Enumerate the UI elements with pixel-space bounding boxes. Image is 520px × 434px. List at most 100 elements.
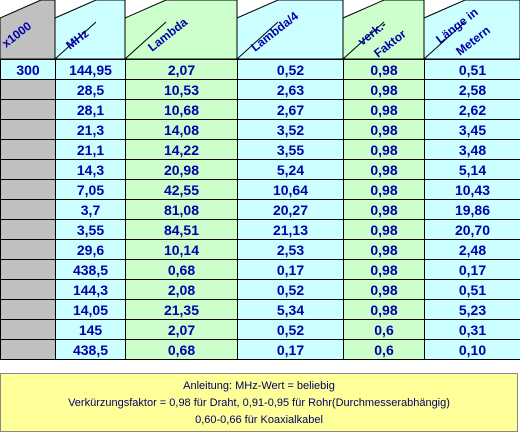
- lambda4-cell[interactable]: 3,55: [237, 139, 344, 160]
- lambda-cell[interactable]: 14,08: [125, 119, 238, 140]
- verk-faktor-cell[interactable]: 0,98: [343, 99, 425, 120]
- mhz-cell[interactable]: 28,5: [55, 79, 126, 100]
- lambda-cell[interactable]: 84,51: [125, 219, 238, 240]
- lambda-cell[interactable]: 14,22: [125, 139, 238, 160]
- laenge-cell[interactable]: 0,31: [424, 319, 520, 340]
- lambda4-cell[interactable]: 0,17: [237, 339, 344, 360]
- mhz-cell[interactable]: 29,6: [55, 239, 126, 260]
- lambda-cell[interactable]: 81,08: [125, 199, 238, 220]
- table-row: 7,05 42,55 10,64 0,98 10,43: [0, 179, 520, 200]
- laenge-cell[interactable]: 2,48: [424, 239, 520, 260]
- verk-faktor-cell[interactable]: 0,98: [343, 79, 425, 100]
- lambda4-cell[interactable]: 10,64: [237, 179, 344, 200]
- verk-faktor-cell[interactable]: 0,98: [343, 139, 425, 160]
- verk-faktor-cell[interactable]: 0,98: [343, 119, 425, 140]
- x1000-cell[interactable]: [0, 179, 56, 200]
- x1000-cell[interactable]: [0, 299, 56, 320]
- mhz-cell[interactable]: 144,3: [55, 279, 126, 300]
- header-bg-verk: [342, 0, 425, 59]
- mhz-cell[interactable]: 14,05: [55, 299, 126, 320]
- laenge-cell[interactable]: 5,23: [424, 299, 520, 320]
- header-bg-lambda4: [236, 0, 344, 59]
- mhz-cell[interactable]: 3,7: [55, 199, 126, 220]
- verk-faktor-cell[interactable]: 0,98: [343, 159, 425, 180]
- laenge-cell[interactable]: 19,86: [424, 199, 520, 220]
- lambda-cell[interactable]: 2,08: [125, 279, 238, 300]
- mhz-cell[interactable]: 28,1: [55, 99, 126, 120]
- lambda4-cell[interactable]: 2,67: [237, 99, 344, 120]
- mhz-cell[interactable]: 21,3: [55, 119, 126, 140]
- verk-faktor-cell[interactable]: 0,98: [343, 299, 425, 320]
- verk-faktor-cell[interactable]: 0,98: [343, 279, 425, 300]
- laenge-cell[interactable]: 0,17: [424, 259, 520, 280]
- laenge-cell[interactable]: 3,45: [424, 119, 520, 140]
- mhz-cell[interactable]: 438,5: [55, 339, 126, 360]
- x1000-cell[interactable]: [0, 99, 56, 120]
- laenge-cell[interactable]: 2,62: [424, 99, 520, 120]
- laenge-cell[interactable]: 0,10: [424, 339, 520, 360]
- table-row: 438,5 0,68 0,17 0,6 0,10: [0, 339, 520, 360]
- mhz-cell[interactable]: 7,05: [55, 179, 126, 200]
- lambda-cell[interactable]: 20,98: [125, 159, 238, 180]
- laenge-cell[interactable]: 20,70: [424, 219, 520, 240]
- x1000-cell[interactable]: [0, 199, 56, 220]
- table-row: 29,6 10,14 2,53 0,98 2,48: [0, 239, 520, 260]
- x1000-cell[interactable]: [0, 239, 56, 260]
- mhz-cell[interactable]: 3,55: [55, 219, 126, 240]
- laenge-cell[interactable]: 2,58: [424, 79, 520, 100]
- verk-faktor-cell[interactable]: 0,98: [343, 239, 425, 260]
- lambda-cell[interactable]: 42,55: [125, 179, 238, 200]
- lambda4-cell[interactable]: 2,63: [237, 79, 344, 100]
- verk-faktor-cell[interactable]: 0,98: [343, 199, 425, 220]
- laenge-cell[interactable]: 10,43: [424, 179, 520, 200]
- table-row: 300 144,95 2,07 0,52 0,98 0,51: [0, 59, 520, 80]
- x1000-cell[interactable]: [0, 259, 56, 280]
- x1000-cell[interactable]: [0, 159, 56, 180]
- header-bg-lambda: [124, 0, 238, 59]
- lambda4-cell[interactable]: 0,17: [237, 259, 344, 280]
- lambda4-cell[interactable]: 0,52: [237, 319, 344, 340]
- mhz-cell[interactable]: 145: [55, 319, 126, 340]
- verk-faktor-cell[interactable]: 0,98: [343, 219, 425, 240]
- lambda-cell[interactable]: 10,14: [125, 239, 238, 260]
- x1000-cell[interactable]: [0, 319, 56, 340]
- lambda-cell[interactable]: 0,68: [125, 259, 238, 280]
- verk-faktor-cell[interactable]: 0,6: [343, 319, 425, 340]
- x1000-cell[interactable]: [0, 279, 56, 300]
- lambda4-cell[interactable]: 5,24: [237, 159, 344, 180]
- mhz-cell[interactable]: 21,1: [55, 139, 126, 160]
- lambda4-cell[interactable]: 21,13: [237, 219, 344, 240]
- verk-faktor-cell[interactable]: 0,6: [343, 339, 425, 360]
- lambda4-cell[interactable]: 20,27: [237, 199, 344, 220]
- verk-faktor-cell[interactable]: 0,98: [343, 59, 425, 80]
- lambda-cell[interactable]: 10,68: [125, 99, 238, 120]
- x1000-cell[interactable]: 300: [0, 59, 56, 80]
- verk-faktor-cell[interactable]: 0,98: [343, 259, 425, 280]
- lambda4-cell[interactable]: 2,53: [237, 239, 344, 260]
- lambda-cell[interactable]: 10,53: [125, 79, 238, 100]
- mhz-cell[interactable]: 14,3: [55, 159, 126, 180]
- laenge-cell[interactable]: 0,51: [424, 279, 520, 300]
- instruction-note: Anleitung: MHz-Wert = beliebig Verkürzun…: [0, 373, 518, 432]
- lambda4-cell[interactable]: 5,34: [237, 299, 344, 320]
- mhz-cell[interactable]: 438,5: [55, 259, 126, 280]
- x1000-cell[interactable]: [0, 219, 56, 240]
- x1000-cell[interactable]: [0, 119, 56, 140]
- lambda-cell[interactable]: 2,07: [125, 319, 238, 340]
- lambda-cell[interactable]: 21,35: [125, 299, 238, 320]
- verk-faktor-cell[interactable]: 0,98: [343, 179, 425, 200]
- laenge-cell[interactable]: 5,14: [424, 159, 520, 180]
- lambda-cell[interactable]: 0,68: [125, 339, 238, 360]
- lambda4-cell[interactable]: 0,52: [237, 279, 344, 300]
- x1000-cell[interactable]: [0, 139, 56, 160]
- table-row: 3,7 81,08 20,27 0,98 19,86: [0, 199, 520, 220]
- x1000-cell[interactable]: [0, 339, 56, 360]
- laenge-cell[interactable]: 3,48: [424, 139, 520, 160]
- mhz-cell[interactable]: 144,95: [55, 59, 126, 80]
- note-line-2: Verkürzungsfaktor = 0,98 für Draht, 0,91…: [68, 397, 450, 409]
- lambda-cell[interactable]: 2,07: [125, 59, 238, 80]
- x1000-cell[interactable]: [0, 79, 56, 100]
- lambda4-cell[interactable]: 3,52: [237, 119, 344, 140]
- laenge-cell[interactable]: 0,51: [424, 59, 520, 80]
- lambda4-cell[interactable]: 0,52: [237, 59, 344, 80]
